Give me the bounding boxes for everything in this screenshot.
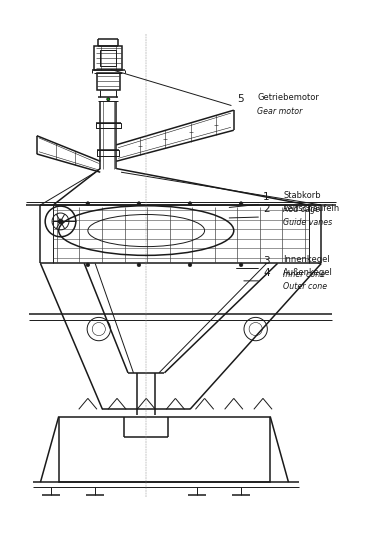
Bar bbox=[95, 123, 121, 128]
Circle shape bbox=[86, 263, 90, 267]
Text: 2: 2 bbox=[263, 205, 269, 214]
Text: Guide vanes: Guide vanes bbox=[283, 218, 332, 227]
Circle shape bbox=[86, 202, 90, 205]
Text: Getriebemotor: Getriebemotor bbox=[258, 93, 319, 102]
Circle shape bbox=[137, 202, 141, 205]
Text: Rod cage: Rod cage bbox=[283, 205, 320, 214]
Text: Innenkegel: Innenkegel bbox=[283, 256, 330, 264]
Circle shape bbox=[58, 219, 63, 224]
Text: 5: 5 bbox=[238, 93, 244, 104]
Text: Outer cone: Outer cone bbox=[283, 282, 327, 291]
Text: Inner cone: Inner cone bbox=[283, 270, 325, 279]
Text: Stabkorb: Stabkorb bbox=[283, 191, 321, 200]
Bar bbox=[59, 417, 270, 482]
Bar bbox=[94, 46, 122, 70]
Bar bbox=[100, 50, 116, 67]
Circle shape bbox=[188, 202, 192, 205]
Text: Gear motor: Gear motor bbox=[258, 107, 303, 117]
Text: 3: 3 bbox=[263, 256, 269, 266]
Bar bbox=[97, 73, 120, 90]
Text: Leitschaufeln: Leitschaufeln bbox=[283, 204, 339, 213]
Text: 1: 1 bbox=[263, 192, 269, 201]
Circle shape bbox=[239, 202, 243, 205]
Text: 4: 4 bbox=[263, 268, 269, 278]
Bar bbox=[97, 150, 119, 156]
Circle shape bbox=[107, 98, 110, 101]
Text: Außenkegel: Außenkegel bbox=[283, 268, 333, 277]
Circle shape bbox=[137, 263, 141, 267]
Circle shape bbox=[188, 263, 192, 267]
Circle shape bbox=[239, 263, 243, 267]
